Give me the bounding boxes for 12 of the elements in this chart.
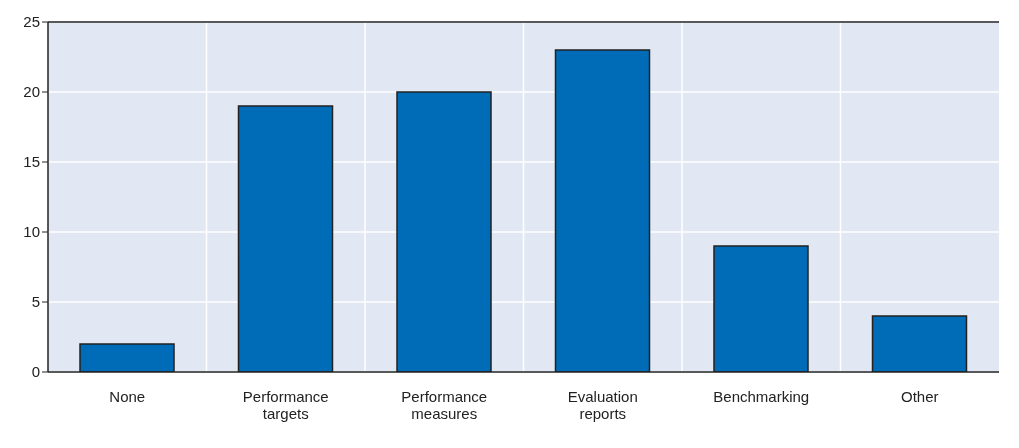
x-tick-label: None — [109, 387, 146, 405]
x-tick-label: Benchmarking — [713, 387, 810, 405]
x-tick-label: Other — [900, 387, 939, 405]
y-tick-label: 20 — [23, 83, 40, 101]
x-tick-label: Performance targets — [242, 387, 329, 422]
y-tick-label: 5 — [31, 293, 40, 311]
x-tick-label: Evaluation reports — [567, 387, 638, 422]
y-tick-label: 10 — [23, 223, 40, 241]
y-tick-label: 15 — [23, 153, 40, 171]
y-tick-label: 0 — [31, 363, 40, 381]
x-tick-label: Performance measures — [401, 387, 488, 422]
y-tick-label: 25 — [23, 13, 40, 31]
